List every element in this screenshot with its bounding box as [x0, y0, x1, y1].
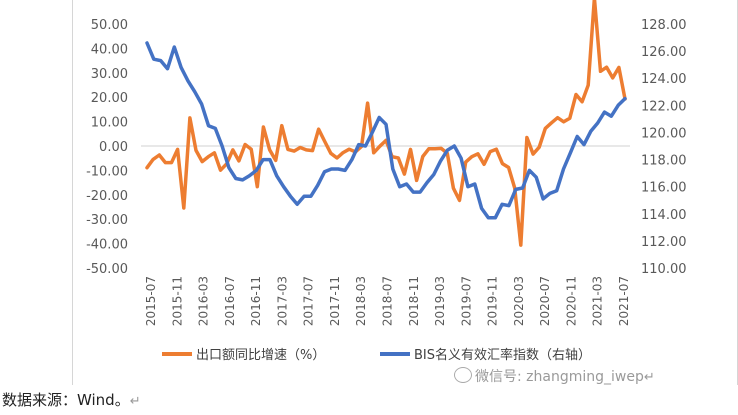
y-left-tick-label: -10.00: [86, 164, 128, 179]
x-tick-label: 2020-07: [538, 276, 552, 326]
y-right-ticks: 128.00 126.00 124.00 122.00 120.00 118.00 116.…: [641, 18, 687, 277]
y-left-tick-label: 20.00: [91, 91, 128, 106]
source-note: 数据来源：Wind。↵: [2, 389, 141, 410]
y-right-tick-label: 126.00: [641, 45, 687, 60]
y-right-tick-label: 110.00: [641, 262, 687, 277]
x-tick-label: 2018-03: [354, 276, 368, 326]
watermark: 微信号: zhangming_iwep↵: [454, 366, 655, 386]
series-layer: [145, 0, 627, 247]
legend-label-export-growth: 出口额同比增速（%）: [196, 348, 325, 363]
x-tick-label: 2017-11: [328, 276, 342, 326]
y-left-tick-label: 10.00: [91, 116, 128, 131]
x-tick-label: 2015-11: [170, 276, 184, 326]
y-right-tick-label: 116.00: [641, 181, 687, 196]
y-right-tick-label: 118.00: [641, 154, 687, 169]
x-tick-label: 2021-03: [591, 276, 605, 326]
x-tick-label: 2019-07: [459, 276, 473, 326]
x-tick-label: 2016-07: [223, 276, 237, 326]
watermark-text: 微信号: zhangming_iwep: [475, 369, 644, 385]
y-left-tick-label: 50.00: [91, 18, 128, 33]
x-tick-label: 2018-11: [407, 276, 421, 326]
return-mark-watermark: ↵: [643, 370, 655, 385]
x-tick-label: 2019-11: [486, 276, 500, 326]
y-left-tick-label: 0.00: [99, 140, 128, 155]
x-tick-label: 2020-11: [564, 276, 578, 326]
y-left-tick-label: -40.00: [86, 238, 128, 253]
source-label: 数据来源：Wind。: [2, 391, 130, 409]
x-tick-label: 2017-07: [302, 276, 316, 326]
x-tick-label: 2016-11: [249, 276, 263, 326]
x-tick-label: 2015-07: [144, 276, 158, 326]
x-tick-label: 2020-03: [512, 276, 526, 326]
x-ticks: 2015-07 2015-11 2016-03 2016-07 2016-11 2017-…: [144, 276, 631, 326]
legend-label-bis-index: BIS名义有效汇率指数（右轴）: [414, 347, 591, 363]
y-left-tick-label: 40.00: [91, 42, 128, 57]
legend: 出口额同比增速（%） BIS名义有效汇率指数（右轴）: [162, 347, 591, 363]
x-tick-label: 2019-03: [433, 276, 447, 326]
y-left-tick-label: -20.00: [86, 189, 128, 204]
y-left-ticks: 50.00 40.00 30.00 20.00 10.00 0.00 -10.00 -20.0…: [86, 18, 128, 277]
x-tick-label: 2018-07: [381, 276, 395, 326]
x-tick-label: 2017-03: [275, 276, 289, 326]
return-mark-source: ↵: [129, 394, 141, 409]
y-right-tick-label: 120.00: [641, 126, 687, 141]
series-line-bis-index: [145, 41, 627, 220]
y-right-tick-label: 122.00: [641, 99, 687, 114]
y-right-tick-label: 114.00: [641, 208, 687, 223]
chart: 50.00 40.00 30.00 20.00 10.00 0.00 -10.00 -20.0…: [86, 0, 687, 363]
y-right-tick-label: 112.00: [641, 235, 687, 250]
wechat-icon: [454, 367, 472, 383]
x-tick-label: 2021-07: [617, 276, 631, 326]
y-left-tick-label: 30.00: [91, 67, 128, 82]
x-tick-label: 2016-03: [197, 276, 211, 326]
y-right-tick-label: 128.00: [641, 18, 687, 33]
y-left-tick-label: -50.00: [86, 262, 128, 277]
y-right-tick-label: 124.00: [641, 72, 687, 87]
y-left-tick-label: -30.00: [86, 213, 128, 228]
